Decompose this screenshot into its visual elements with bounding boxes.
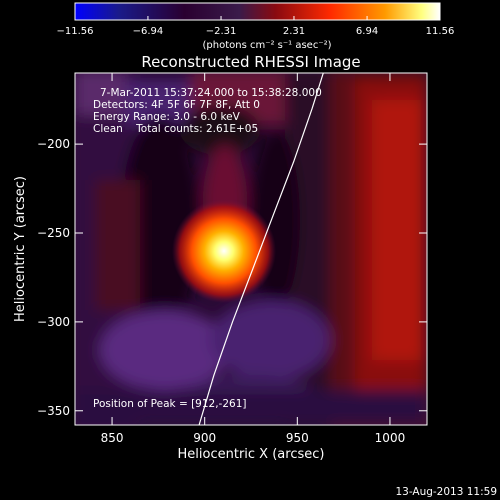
heat-region [100, 310, 230, 390]
plot-frame [74, 72, 428, 426]
annotation-time-range: 7-Mar-2011 15:37:24.000 to 15:38:28.000 [100, 87, 322, 99]
colorbar-tick-label: −11.56 [56, 26, 93, 37]
colorbar-tick-label: 11.56 [426, 26, 455, 37]
heat-region [75, 73, 125, 115]
footer-timestamp: 13-Aug-2013 11:59 [395, 486, 497, 498]
heat-region [180, 105, 260, 155]
colorbar-gradient [74, 2, 441, 21]
colorbar-ticks: −11.56 −6.94 −2.31 2.31 6.94 11.56 [56, 16, 454, 37]
y-axis-ticks: −200 −250 −300 −350 [37, 137, 427, 418]
x-tick-label: 900 [193, 431, 216, 445]
plot-area [75, 73, 427, 425]
heat-region [95, 180, 140, 310]
peak-position-label: Position of Peak = [912,-261] [93, 398, 247, 410]
colorbar-unit-label: (photons cm⁻² s⁻¹ asec⁻²) [202, 40, 331, 51]
chart-title: Reconstructed RHESSI Image [141, 53, 360, 71]
x-tick-label: 850 [101, 431, 124, 445]
x-tick-label: 1000 [375, 431, 406, 445]
annotation-block: 7-Mar-2011 15:37:24.000 to 15:38:28.000 … [93, 87, 322, 135]
annotation-detectors: Detectors: 4F 5F 6F 7F 8F, Att 0 [93, 99, 260, 111]
y-tick-label: −200 [37, 137, 70, 151]
x-axis-label: Heliocentric X (arcsec) [178, 447, 325, 462]
heat-region [372, 100, 422, 360]
colorbar-tick-label: −2.31 [206, 26, 237, 37]
y-axis-label: Heliocentric Y (arcsec) [13, 176, 28, 322]
annotation-clean-counts: Clean Total counts: 2.61E+05 [93, 123, 258, 135]
y-tick-label: −350 [37, 404, 70, 418]
x-axis-ticks: 850 900 950 1000 [101, 73, 406, 445]
colorbar-tick-label: 2.31 [283, 26, 305, 37]
colorbar-tick-label: −6.94 [133, 26, 164, 37]
x-tick-label: 950 [286, 431, 309, 445]
colorbar: −11.56 −6.94 −2.31 2.31 6.94 11.56 (photons c… [56, 2, 454, 51]
heat-region [210, 300, 330, 380]
heat-region [75, 390, 427, 425]
annotation-energy-range: Energy Range: 3.0 - 6.0 keV [93, 111, 241, 123]
peak-glow [172, 199, 276, 303]
solar-limb-curve [198, 73, 324, 425]
colorbar-tick-label: 6.94 [356, 26, 378, 37]
y-tick-label: −250 [37, 226, 70, 240]
y-tick-label: −300 [37, 315, 70, 329]
